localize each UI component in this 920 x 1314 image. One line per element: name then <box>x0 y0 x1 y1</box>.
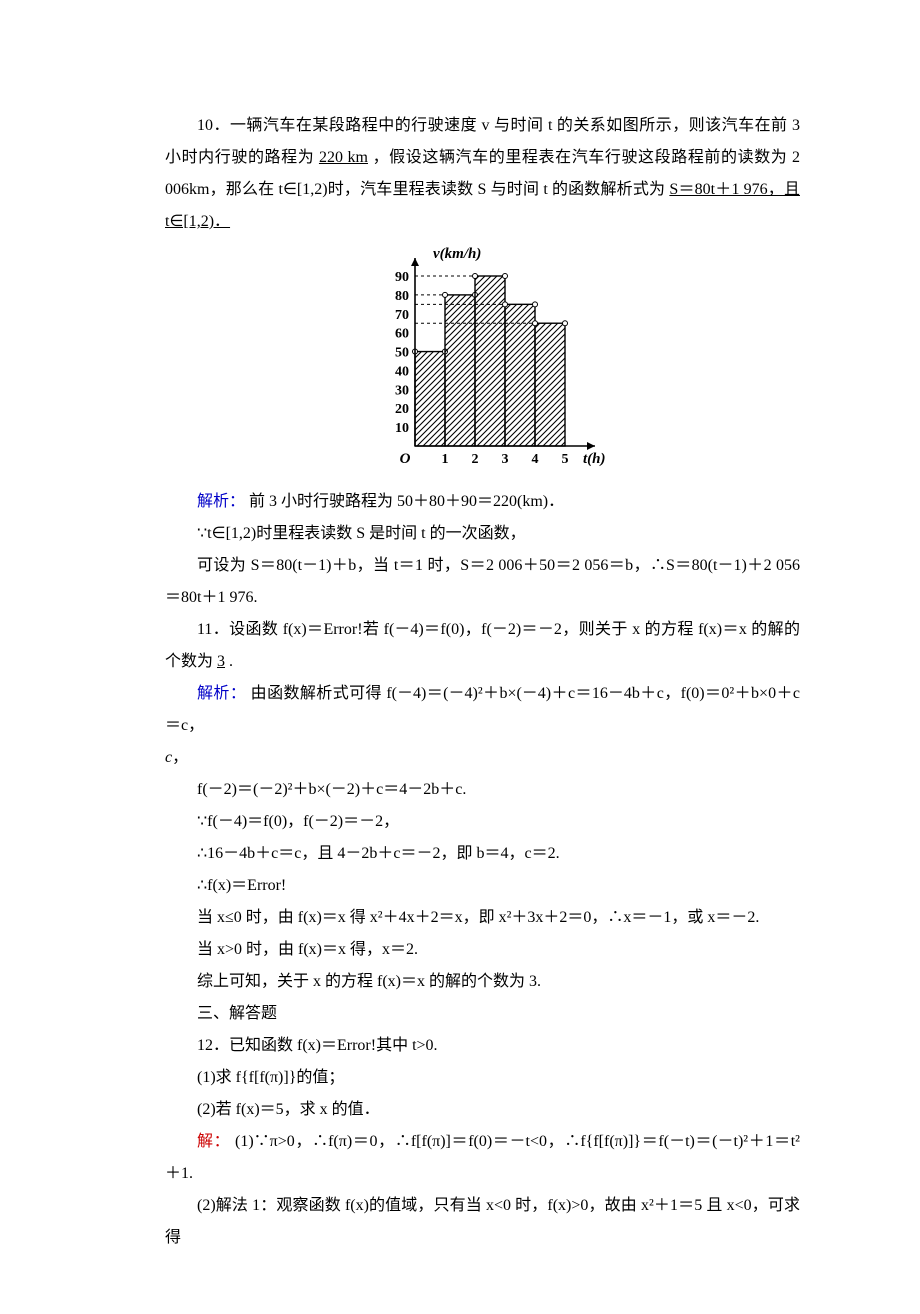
s11-l2: f(－2)＝(－2)²＋b×(－2)＋c＝4－2b＋c. <box>197 781 466 798</box>
svg-text:60: 60 <box>395 327 409 342</box>
s11-l3: ∵f(－4)＝f(0)，f(－2)＝－2， <box>197 813 399 830</box>
solution-label-red: 解： <box>197 1133 230 1150</box>
s11-l6: 当 x≤0 时，由 f(x)＝x 得 x²＋4x＋2＝x，即 x²＋3x＋2＝0… <box>197 909 759 926</box>
svg-text:O: O <box>399 451 410 467</box>
velocity-time-chart: 10 20 30 40 50 60 70 80 90 1 2 3 4 5 Ov(km/h) t(h) <box>353 246 613 476</box>
p11-answer: 3 <box>217 653 225 670</box>
svg-text:80: 80 <box>395 289 409 304</box>
p11-text-a: 11．设函数 f(x)＝Error!若 f(－4)＝f(0)，f(－2)＝－2，… <box>165 621 800 670</box>
s11-l7: 当 x>0 时，由 f(x)＝x 得，x＝2. <box>197 941 418 958</box>
svg-text:10: 10 <box>395 421 409 436</box>
solution-11-c: c， <box>165 742 800 774</box>
solution-10-line2: ∵t∈[1,2)时里程表读数 S 是时间 t 的一次函数， <box>165 518 800 550</box>
s11-l8: 综上可知，关于 x 的方程 f(x)＝x 的解的个数为 3. <box>197 973 541 990</box>
section-3-heading: 三、解答题 <box>165 998 800 1030</box>
p12-q2: (2)若 f(x)＝5，求 x 的值． <box>197 1101 380 1118</box>
svg-text:5: 5 <box>561 452 568 467</box>
s10-l1: 前 3 小时行驶路程为 50＋80＋90＝220(km)． <box>249 493 564 510</box>
problem-10: 10．一辆汽车在某段路程中的行驶速度 v 与时间 t 的关系如图所示，则该汽车在… <box>165 110 800 238</box>
svg-text:70: 70 <box>395 308 409 323</box>
svg-text:4: 4 <box>531 452 538 467</box>
solution-10-line1: 解析： 前 3 小时行驶路程为 50＋80＋90＝220(km)． <box>165 486 800 518</box>
svg-text:40: 40 <box>395 364 409 379</box>
solution-11-line3: ∵f(－4)＝f(0)，f(－2)＝－2， <box>165 806 800 838</box>
svg-text:2: 2 <box>471 452 478 467</box>
p12-text: 12．已知函数 f(x)＝Error!其中 t>0. <box>197 1037 438 1054</box>
svg-text:v(km/h): v(km/h) <box>433 246 481 262</box>
solution-11-line2: f(－2)＝(－2)²＋b×(－2)＋c＝4－2b＋c. <box>165 774 800 806</box>
p10-answer-1: 220 km <box>319 149 368 166</box>
solution-12-line1: 解： (1)∵π>0，∴f(π)＝0，∴f[f(π)]＝f(0)＝－t<0，∴f… <box>165 1126 800 1190</box>
solution-11-line6: 当 x≤0 时，由 f(x)＝x 得 x²＋4x＋2＝x，即 x²＋3x＋2＝0… <box>165 902 800 934</box>
page: 10．一辆汽车在某段路程中的行驶速度 v 与时间 t 的关系如图所示，则该汽车在… <box>165 110 800 1254</box>
problem-12-q2: (2)若 f(x)＝5，求 x 的值． <box>165 1094 800 1126</box>
solution-11-line5: ∴f(x)＝Error! <box>165 870 800 902</box>
p12-q1: (1)求 f{f[f(π)]}的值； <box>197 1069 344 1086</box>
solution-label: 解析： <box>197 685 246 702</box>
svg-text:30: 30 <box>395 383 409 398</box>
svg-text:t(h): t(h) <box>583 451 606 467</box>
solution-11-line1: 解析： 由函数解析式可得 f(－4)＝(－4)²＋b×(－4)＋c＝16－4b＋… <box>165 678 800 742</box>
solution-10-line3: 可设为 S＝80(t－1)＋b，当 t＝1 时，S＝2 006＋50＝2 056… <box>165 550 800 614</box>
s11-l1: 由函数解析式可得 f(－4)＝(－4)²＋b×(－4)＋c＝16－4b＋c，f(… <box>165 685 800 734</box>
s11-l4: ∴16－4b＋c＝c，且 4－2b＋c＝－2，即 b＝4，c＝2. <box>197 845 560 862</box>
solution-11-line4: ∴16－4b＋c＝c，且 4－2b＋c＝－2，即 b＝4，c＝2. <box>165 838 800 870</box>
svg-text:90: 90 <box>395 270 409 285</box>
s12-l2: (2)解法 1：观察函数 f(x)的值域，只有当 x<0 时，f(x)>0，故由… <box>165 1197 800 1246</box>
s10-l2: ∵t∈[1,2)时里程表读数 S 是时间 t 的一次函数， <box>197 525 526 542</box>
s12-l1: (1)∵π>0，∴f(π)＝0，∴f[f(π)]＝f(0)＝－t<0，∴f{f[… <box>165 1133 800 1182</box>
svg-text:20: 20 <box>395 402 409 417</box>
solution-11-line8: 综上可知，关于 x 的方程 f(x)＝x 的解的个数为 3. <box>165 966 800 998</box>
solution-11-line7: 当 x>0 时，由 f(x)＝x 得，x＝2. <box>165 934 800 966</box>
problem-12: 12．已知函数 f(x)＝Error!其中 t>0. <box>165 1030 800 1062</box>
p11-text-b: . <box>229 653 233 670</box>
problem-11: 11．设函数 f(x)＝Error!若 f(－4)＝f(0)，f(－2)＝－2，… <box>165 614 800 678</box>
problem-12-q1: (1)求 f{f[f(π)]}的值； <box>165 1062 800 1094</box>
solution-12-line2: (2)解法 1：观察函数 f(x)的值域，只有当 x<0 时，f(x)>0，故由… <box>165 1190 800 1254</box>
svg-text:50: 50 <box>395 346 409 361</box>
sec3: 三、解答题 <box>197 1005 277 1022</box>
solution-label: 解析： <box>197 493 245 510</box>
s10-l3: 可设为 S＝80(t－1)＋b，当 t＝1 时，S＝2 006＋50＝2 056… <box>165 557 800 606</box>
s11-l5: ∴f(x)＝Error! <box>197 877 286 894</box>
svg-text:1: 1 <box>441 452 448 467</box>
svg-text:3: 3 <box>501 452 508 467</box>
